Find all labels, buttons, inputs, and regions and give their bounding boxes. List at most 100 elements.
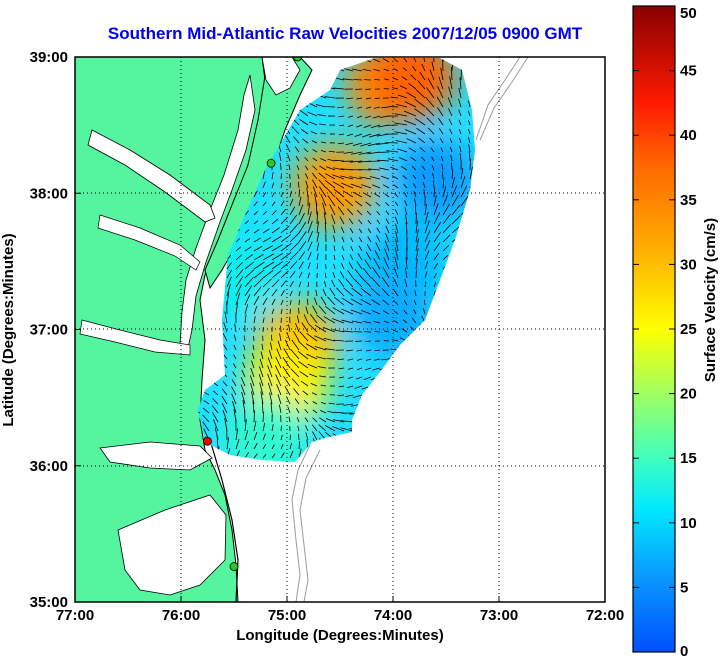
velocity-vector — [393, 266, 399, 279]
velocity-vector — [393, 310, 399, 315]
velocity-vector — [244, 276, 254, 288]
velocity-vector — [287, 154, 291, 162]
velocity-vector — [356, 124, 363, 128]
velocity-vector — [304, 173, 309, 180]
velocity-vector — [448, 118, 453, 126]
velocity-vector — [325, 187, 336, 198]
velocity-vector — [372, 58, 381, 63]
velocity-vector — [316, 314, 327, 324]
velocity-vector — [275, 374, 282, 387]
velocity-vector — [325, 425, 336, 432]
velocity-vector — [317, 114, 327, 117]
velocity-vector — [340, 427, 354, 432]
velocity-vector — [351, 68, 363, 72]
velocity-vector — [362, 268, 372, 279]
velocity-vector — [267, 382, 273, 396]
velocity-vector — [460, 167, 464, 180]
velocity-vector — [403, 183, 408, 189]
velocity-vector — [385, 218, 390, 225]
velocity-vector — [253, 237, 261, 243]
velocity-vector — [312, 165, 318, 171]
velocity-vector — [433, 187, 436, 198]
velocity-vector — [271, 270, 282, 279]
x-tick-label: 73:00 — [480, 607, 518, 624]
velocity-vector — [293, 136, 300, 144]
velocity-vector — [235, 261, 243, 270]
velocity-vector — [440, 67, 444, 81]
velocity-vector — [295, 322, 300, 333]
velocity-vector — [346, 133, 354, 137]
velocity-vector — [312, 179, 318, 189]
velocity-vector — [335, 197, 345, 207]
velocity-vector — [451, 194, 459, 207]
velocity-vector — [271, 298, 276, 306]
velocity-vector — [374, 97, 381, 100]
velocity-vector — [253, 410, 255, 423]
velocity-vector — [468, 144, 471, 153]
velocity-vector — [352, 277, 363, 288]
velocity-vector — [448, 86, 453, 99]
velocity-vector — [325, 305, 336, 315]
velocity-vector — [425, 97, 435, 108]
velocity-vector — [415, 89, 426, 99]
velocity-vector — [260, 351, 264, 360]
velocity-vector — [350, 309, 363, 315]
velocity-vector — [345, 142, 354, 146]
velocity-vector — [298, 204, 304, 216]
velocity-vector — [343, 151, 354, 154]
velocity-vector — [360, 287, 372, 297]
velocity-vector — [376, 219, 381, 225]
velocity-vector — [329, 204, 336, 216]
velocity-vector — [253, 431, 258, 441]
velocity-vector — [315, 104, 327, 108]
velocity-vector — [331, 214, 336, 225]
velocity-vector — [347, 269, 354, 279]
velocity-vector — [334, 296, 345, 306]
velocity-vector — [372, 310, 381, 315]
velocity-vector — [394, 113, 408, 117]
velocity-vector — [341, 263, 345, 270]
velocity-vector — [338, 367, 345, 370]
velocity-vector — [307, 281, 310, 288]
velocity-vector — [329, 287, 336, 297]
velocity-vector — [262, 253, 274, 261]
velocity-vector — [302, 138, 309, 144]
velocity-vector — [289, 270, 296, 279]
velocity-vector — [347, 208, 354, 216]
velocity-vector — [232, 371, 237, 378]
velocity-vector — [361, 310, 372, 315]
velocity-vector — [415, 258, 418, 270]
velocity-vector — [262, 453, 267, 459]
velocity-vector — [241, 369, 246, 378]
velocity-vector — [442, 244, 450, 252]
velocity-vector — [262, 307, 266, 315]
velocity-vector — [253, 277, 264, 288]
velocity-vector — [459, 153, 462, 162]
velocity-vector — [346, 349, 354, 352]
velocity-vector — [262, 228, 270, 234]
velocity-vector — [440, 155, 444, 162]
velocity-vector — [459, 137, 462, 144]
velocity-vector — [222, 333, 228, 342]
velocity-vector — [262, 181, 266, 189]
velocity-vector — [271, 453, 276, 459]
velocity-vector — [420, 156, 426, 162]
velocity-vector — [315, 356, 327, 360]
velocity-vector — [274, 365, 282, 378]
velocity-vector — [331, 318, 345, 324]
velocity-vector — [350, 246, 354, 252]
velocity-vector — [362, 320, 372, 324]
velocity-vector — [271, 244, 283, 252]
velocity-vector — [337, 358, 345, 361]
velocity-vector — [298, 196, 302, 207]
velocity-vector — [397, 94, 408, 99]
velocity-vector — [253, 316, 256, 324]
velocity-vector — [325, 173, 336, 180]
x-axis-label: Longitude (Degrees:Minutes) — [236, 627, 444, 644]
velocity-vector — [393, 77, 399, 81]
velocity-vector — [244, 441, 249, 450]
velocity-vector — [451, 226, 461, 234]
velocity-vector — [300, 380, 309, 387]
velocity-vector — [271, 210, 277, 216]
velocity-vector — [271, 182, 275, 189]
